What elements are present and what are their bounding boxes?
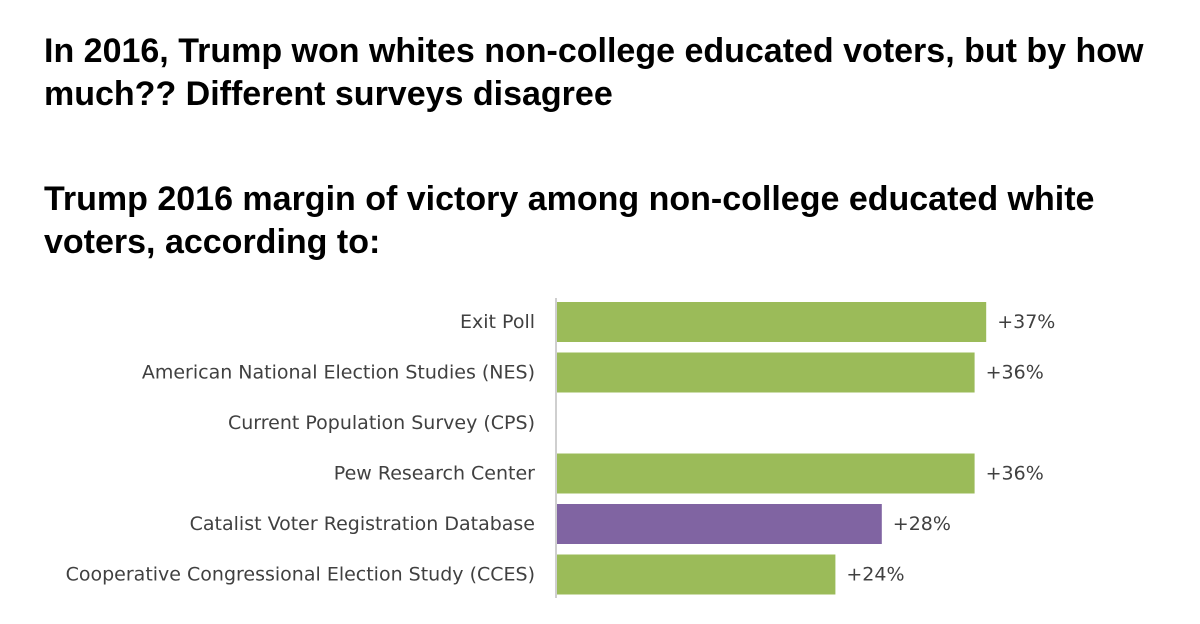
category-label: American National Election Studies (NES): [142, 362, 535, 384]
bar: [557, 302, 987, 342]
data-label: +37%: [997, 311, 1055, 333]
headline: In 2016, Trump won whites non-college ed…: [44, 32, 1144, 113]
bar: [557, 453, 975, 494]
data-label: +36%: [986, 362, 1044, 384]
data-label: +24%: [846, 564, 904, 586]
data-label: +36%: [986, 463, 1044, 485]
bar: [557, 352, 975, 393]
bar: [557, 554, 836, 595]
chart-title: Trump 2016 margin of victory among non-c…: [44, 180, 1095, 261]
bar: [557, 504, 882, 544]
bar-chart: Exit Poll +37% American National Election …: [66, 298, 1055, 598]
data-label: +28%: [893, 513, 951, 535]
category-label: Exit Poll: [460, 311, 535, 333]
category-label: Pew Research Center: [334, 463, 535, 485]
category-label: Cooperative Congressional Election Study…: [66, 564, 535, 586]
category-label: Catalist Voter Registration Database: [190, 513, 535, 535]
category-label: Current Population Survey (CPS): [228, 412, 535, 434]
